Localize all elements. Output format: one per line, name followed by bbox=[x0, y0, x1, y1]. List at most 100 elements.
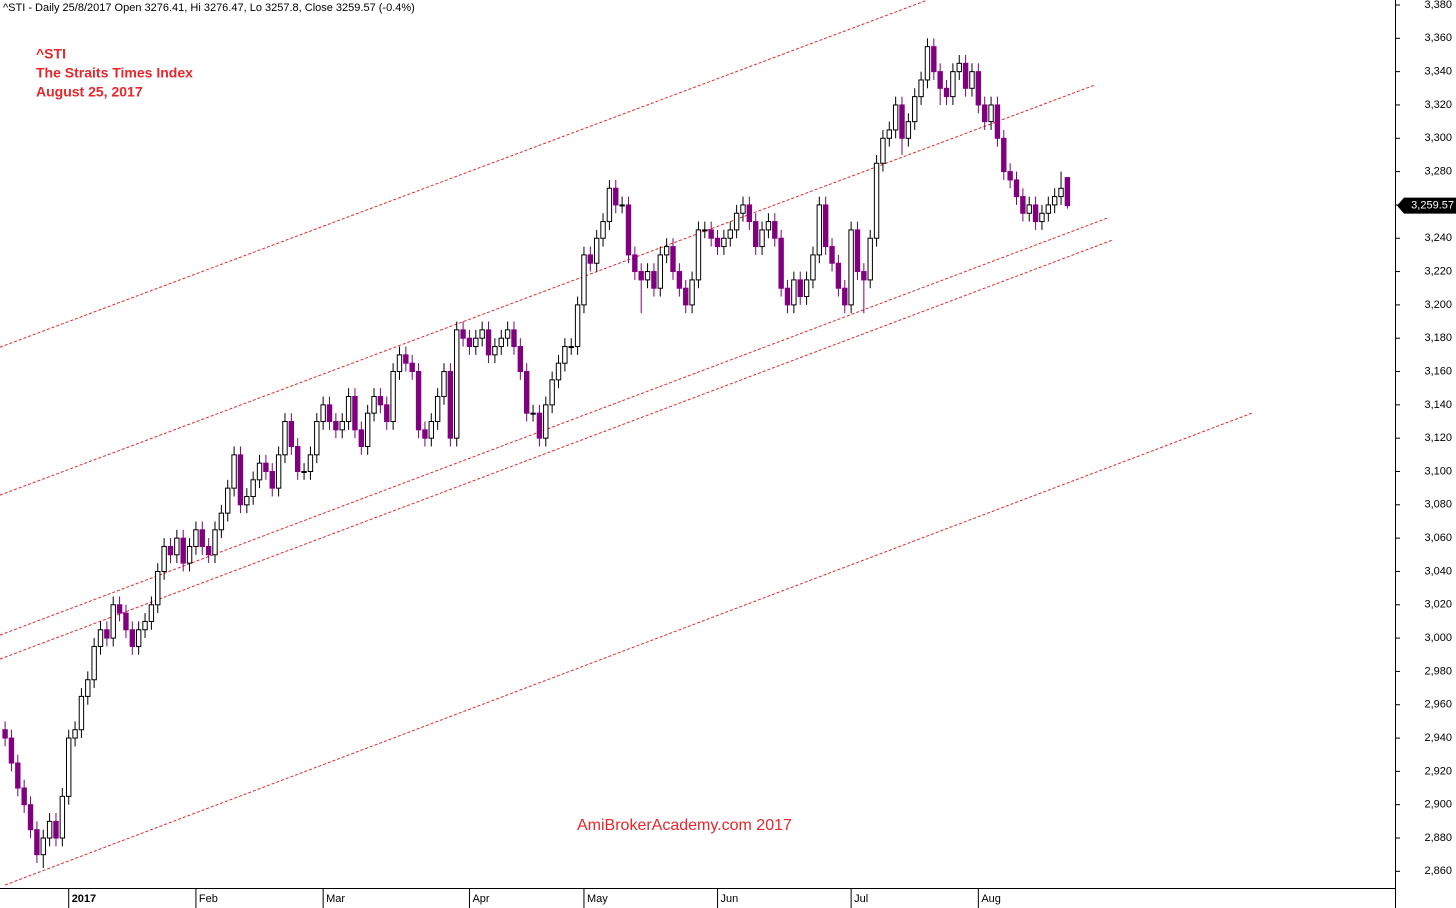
candle-body bbox=[982, 104, 988, 123]
candle-body bbox=[282, 421, 288, 456]
candle-body bbox=[651, 271, 657, 289]
candle-body bbox=[110, 604, 116, 639]
candle-body bbox=[46, 820, 53, 839]
candle-body bbox=[753, 221, 759, 248]
candle-body bbox=[835, 262, 842, 289]
candle-body bbox=[339, 421, 345, 431]
candle-body bbox=[174, 537, 180, 556]
candle-body bbox=[1051, 196, 1058, 206]
annotation: ^STI bbox=[36, 46, 66, 62]
y-tick-label: 2,920 bbox=[1424, 765, 1452, 777]
candle-body bbox=[377, 396, 384, 406]
candle-body bbox=[21, 787, 27, 806]
candle-body bbox=[988, 104, 994, 123]
candle-body bbox=[721, 237, 727, 248]
candle-body bbox=[530, 412, 536, 415]
candle-body bbox=[1020, 196, 1026, 214]
candle-body bbox=[829, 246, 835, 264]
candle-body bbox=[422, 429, 428, 439]
candle-body bbox=[867, 237, 873, 281]
candle-body bbox=[59, 795, 66, 839]
y-tick-label: 3,040 bbox=[1424, 565, 1452, 577]
candle-body bbox=[772, 221, 778, 239]
candle-body bbox=[943, 87, 950, 98]
candle-body bbox=[759, 229, 765, 248]
candle-body bbox=[415, 371, 422, 431]
candle-body bbox=[498, 337, 504, 348]
candle-body bbox=[797, 279, 803, 298]
candle-body bbox=[66, 737, 72, 797]
candle-body bbox=[931, 46, 937, 73]
candle-body bbox=[409, 362, 415, 373]
annotation: August 25, 2017 bbox=[36, 84, 143, 100]
candle-body bbox=[295, 445, 301, 472]
candle-body bbox=[447, 371, 454, 439]
candle-body bbox=[842, 287, 848, 306]
candle-body bbox=[727, 229, 733, 239]
candle-body bbox=[536, 412, 543, 439]
y-tick-label: 3,140 bbox=[1424, 399, 1452, 411]
y-tick-label: 3,060 bbox=[1424, 532, 1452, 544]
candle-body bbox=[918, 79, 924, 98]
y-tick-label: 3,300 bbox=[1424, 132, 1452, 144]
candle-body bbox=[186, 545, 193, 564]
candle-body bbox=[212, 529, 218, 556]
candle-body bbox=[593, 237, 600, 264]
annotation: The Straits Times Index bbox=[36, 65, 193, 81]
candle-body bbox=[619, 204, 625, 207]
y-tick-label: 3,220 bbox=[1424, 265, 1452, 277]
candle-body bbox=[485, 329, 492, 356]
candle-body bbox=[326, 404, 333, 423]
y-tick-label: 2,860 bbox=[1424, 865, 1452, 877]
trendline bbox=[0, 217, 1108, 636]
candle-body bbox=[1032, 204, 1039, 223]
candle-body bbox=[803, 279, 810, 298]
candle-body bbox=[333, 421, 339, 431]
y-tick-label: 3,380 bbox=[1424, 0, 1452, 11]
candle-body bbox=[587, 254, 594, 264]
candle-body bbox=[861, 271, 867, 281]
candle-body bbox=[396, 354, 403, 373]
candle-body bbox=[454, 329, 460, 439]
x-tick-label: Aug bbox=[981, 893, 1001, 905]
candle-body bbox=[371, 396, 377, 414]
candle-body bbox=[85, 679, 91, 697]
candle-body bbox=[135, 629, 142, 647]
candle-body bbox=[581, 254, 587, 306]
candle-body bbox=[816, 204, 823, 256]
candle-body bbox=[969, 71, 975, 89]
candle-body bbox=[695, 229, 702, 281]
y-tick-label: 3,000 bbox=[1424, 632, 1452, 644]
candle-body bbox=[345, 396, 352, 423]
candle-body bbox=[683, 287, 689, 306]
candle-body bbox=[562, 346, 568, 364]
candle-body bbox=[492, 346, 498, 356]
candle-body bbox=[148, 604, 155, 622]
candle-body bbox=[473, 337, 479, 348]
last-price-label: 3,259.57 bbox=[1411, 200, 1454, 212]
candle-body bbox=[1001, 137, 1007, 173]
candle-body bbox=[810, 254, 816, 281]
y-tick-label: 3,020 bbox=[1424, 599, 1452, 611]
candle-body bbox=[822, 204, 829, 248]
candle-body bbox=[307, 454, 314, 472]
candle-body bbox=[155, 570, 161, 606]
last-price-pointer bbox=[1397, 197, 1456, 214]
candle-body bbox=[53, 820, 59, 839]
candle-body bbox=[434, 396, 441, 423]
candle-body bbox=[670, 246, 676, 273]
candle-body bbox=[702, 229, 708, 232]
candle-body bbox=[269, 470, 275, 489]
candle-body bbox=[912, 96, 918, 123]
candle-body bbox=[320, 404, 326, 423]
y-tick-label: 3,100 bbox=[1424, 465, 1452, 477]
candle-body bbox=[231, 454, 237, 489]
candle-body bbox=[663, 246, 670, 256]
candle-body bbox=[899, 104, 905, 139]
candle-body bbox=[714, 237, 721, 248]
chart-header: ^STI - Daily 25/8/2017 Open 3276.41, Hi … bbox=[3, 2, 415, 14]
candle-body bbox=[180, 537, 186, 564]
x-tick-label: Jun bbox=[721, 893, 739, 905]
candle-body bbox=[34, 829, 40, 856]
